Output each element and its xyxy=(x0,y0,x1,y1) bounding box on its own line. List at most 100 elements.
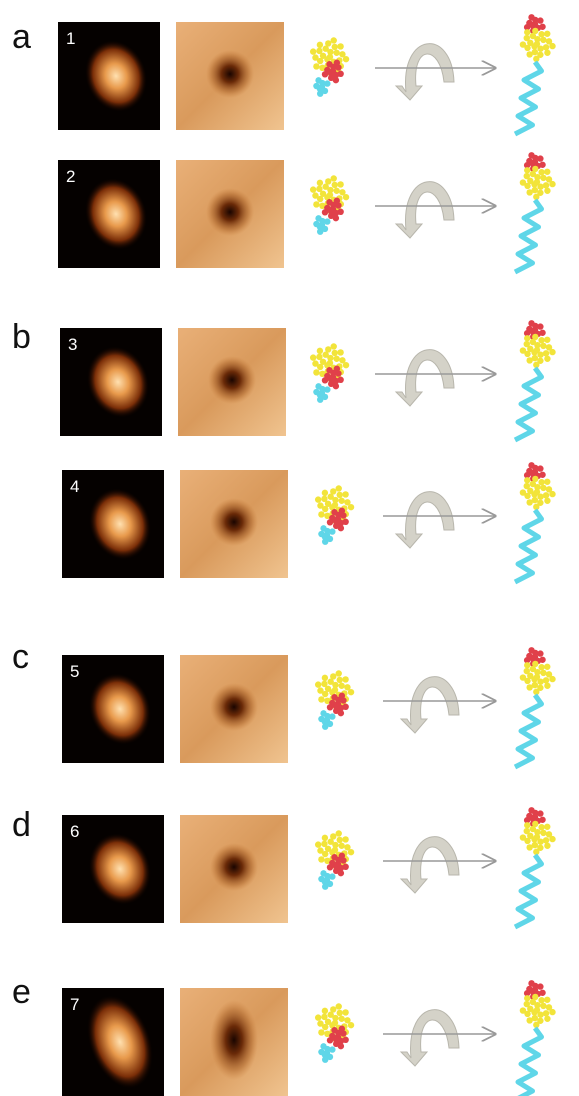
residue xyxy=(324,386,330,392)
residue xyxy=(544,843,550,849)
residue xyxy=(321,496,327,502)
residue xyxy=(317,180,323,186)
residue xyxy=(549,1009,555,1015)
residue xyxy=(329,873,335,879)
residue xyxy=(524,341,530,347)
residue xyxy=(331,343,337,349)
residue xyxy=(326,367,332,373)
panel-label: e xyxy=(12,973,31,1011)
residue xyxy=(520,41,526,47)
residue xyxy=(544,31,550,37)
residue xyxy=(539,472,545,478)
row: 1 xyxy=(58,14,556,134)
residue xyxy=(524,35,530,41)
residue xyxy=(339,1026,345,1032)
residue xyxy=(524,29,530,35)
residue xyxy=(543,492,549,498)
residue xyxy=(313,221,319,227)
residue xyxy=(537,351,543,357)
row: 4 xyxy=(62,462,556,582)
residue xyxy=(524,662,530,668)
residue xyxy=(326,61,332,67)
residue xyxy=(318,1029,324,1035)
row-number: 6 xyxy=(70,822,79,841)
residue xyxy=(532,334,538,340)
residue xyxy=(338,1043,344,1049)
row-number: 5 xyxy=(70,662,79,681)
residue xyxy=(538,169,544,175)
residue xyxy=(317,687,323,693)
residue xyxy=(337,349,343,355)
residue xyxy=(332,350,338,356)
residue xyxy=(322,1056,328,1062)
residue xyxy=(334,366,340,372)
residue xyxy=(313,389,319,395)
residue xyxy=(539,24,545,30)
residue xyxy=(313,201,319,207)
residue xyxy=(538,997,544,1003)
residue xyxy=(543,677,549,683)
residue xyxy=(342,676,348,682)
residue xyxy=(315,215,321,221)
residue xyxy=(539,657,545,663)
residue xyxy=(337,43,343,49)
row-number: 4 xyxy=(70,477,79,496)
residue xyxy=(532,476,538,482)
residue xyxy=(326,199,332,205)
row-number: 7 xyxy=(70,995,79,1014)
residue xyxy=(337,71,343,77)
residue xyxy=(544,337,550,343)
residue xyxy=(537,17,543,23)
residue xyxy=(336,670,342,676)
cyan-chain xyxy=(515,368,542,440)
residue xyxy=(537,155,543,161)
rotation-arrow xyxy=(396,350,454,406)
residue xyxy=(313,83,319,89)
residue xyxy=(528,152,534,158)
row-number: 2 xyxy=(66,167,75,186)
residue xyxy=(543,837,549,843)
residue xyxy=(317,348,323,354)
residue xyxy=(322,883,328,889)
inverted-pit xyxy=(210,1000,258,1080)
residue xyxy=(317,847,323,853)
residue xyxy=(520,489,526,495)
residue xyxy=(524,1001,530,1007)
residue xyxy=(528,462,534,468)
residue xyxy=(539,817,545,823)
residue xyxy=(318,856,324,862)
panel-label: b xyxy=(12,318,31,356)
residue xyxy=(318,696,324,702)
rotation-arrow xyxy=(396,44,454,100)
cyan-chain xyxy=(515,695,542,767)
residue xyxy=(538,479,544,485)
residue xyxy=(540,343,546,349)
residue xyxy=(526,684,532,690)
residue xyxy=(333,383,339,389)
residue xyxy=(537,983,543,989)
residue xyxy=(524,477,530,483)
residue xyxy=(322,835,328,841)
residue xyxy=(538,664,544,670)
cyan-chain xyxy=(515,62,542,134)
residue xyxy=(330,673,336,679)
residue xyxy=(544,1016,550,1022)
residue xyxy=(520,674,526,680)
residue xyxy=(310,48,316,54)
residue xyxy=(324,218,330,224)
residue xyxy=(549,836,555,842)
residue xyxy=(316,186,322,192)
residue xyxy=(331,854,337,860)
residue xyxy=(322,71,328,77)
residue xyxy=(317,1020,323,1026)
residue xyxy=(520,1007,526,1013)
residue xyxy=(538,824,544,830)
residue xyxy=(327,519,333,525)
residue xyxy=(318,511,324,517)
residue xyxy=(526,357,532,363)
residue xyxy=(348,1022,354,1028)
residue xyxy=(524,167,530,173)
rotation-arrow xyxy=(396,492,454,548)
residue xyxy=(343,56,349,62)
residue xyxy=(322,675,328,681)
